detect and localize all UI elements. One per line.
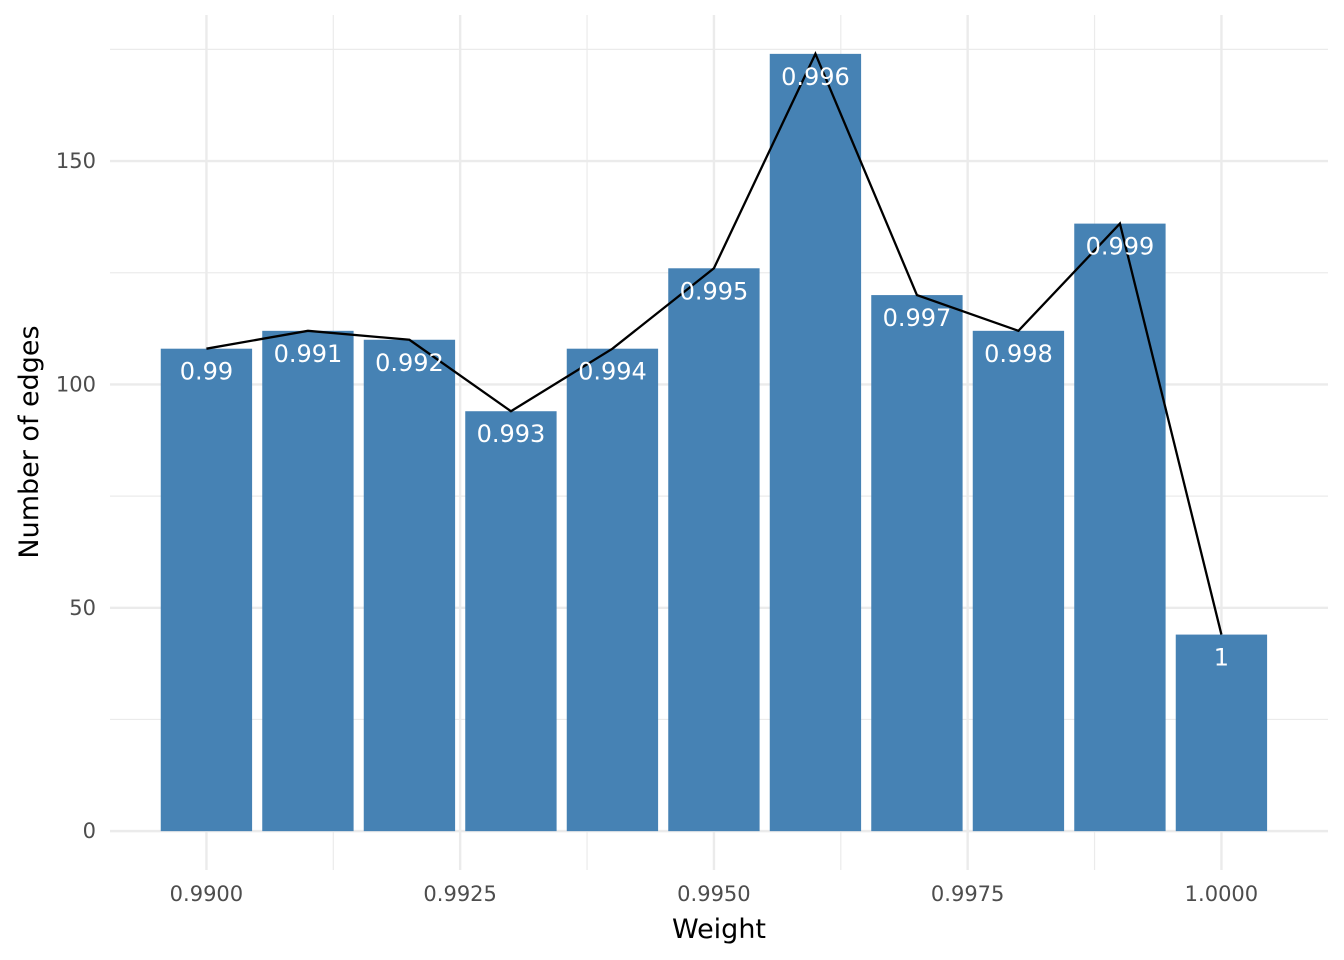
bar-label: 0.996 [781,63,850,91]
trend-line [206,51,1223,635]
bar-label: 0.995 [680,277,749,305]
bar-label: 0.994 [578,358,647,386]
x-tick-label: 0.9925 [423,882,496,906]
bar [871,295,963,832]
y-tick-label: 0 [83,819,96,843]
bar [465,411,557,832]
bar [363,339,456,832]
bar-label: 0.991 [274,340,343,368]
bar [972,330,1065,832]
bar [769,53,862,832]
bar-label: 1 [1214,644,1229,672]
y-axis-ticks: 0 50 100 150 [56,149,96,843]
y-tick-label: 150 [56,149,96,173]
y-tick-label: 50 [69,596,96,620]
bar-label: 0.999 [1086,233,1155,261]
x-tick-label: 0.9900 [170,882,243,906]
y-axis-title: Number of edges [14,325,45,558]
trend-line-path [206,51,1223,635]
bar-label: 0.997 [883,304,952,332]
bar-labels: 0.99 0.991 0.992 0.993 0.994 0.995 0.996 0.997 0… [180,63,1229,672]
bar [1074,223,1166,832]
bars [160,53,1268,832]
x-axis-title: Weight [672,914,766,945]
bar-label: 0.993 [477,420,546,448]
y-tick-label: 100 [56,372,96,396]
x-axis-ticks: 0.9900 0.9925 0.9950 0.9975 1.0000 [170,882,1258,906]
x-tick-label: 0.9975 [931,882,1004,906]
bar [262,330,354,832]
bar [566,348,659,832]
bar-label: 0.99 [180,358,233,386]
bar [668,268,760,832]
bar [1175,634,1268,832]
bar-label: 0.992 [375,349,444,377]
x-tick-label: 1.0000 [1185,882,1258,906]
bar-label: 0.998 [984,340,1053,368]
x-tick-label: 0.9950 [677,882,750,906]
bar [160,348,253,832]
